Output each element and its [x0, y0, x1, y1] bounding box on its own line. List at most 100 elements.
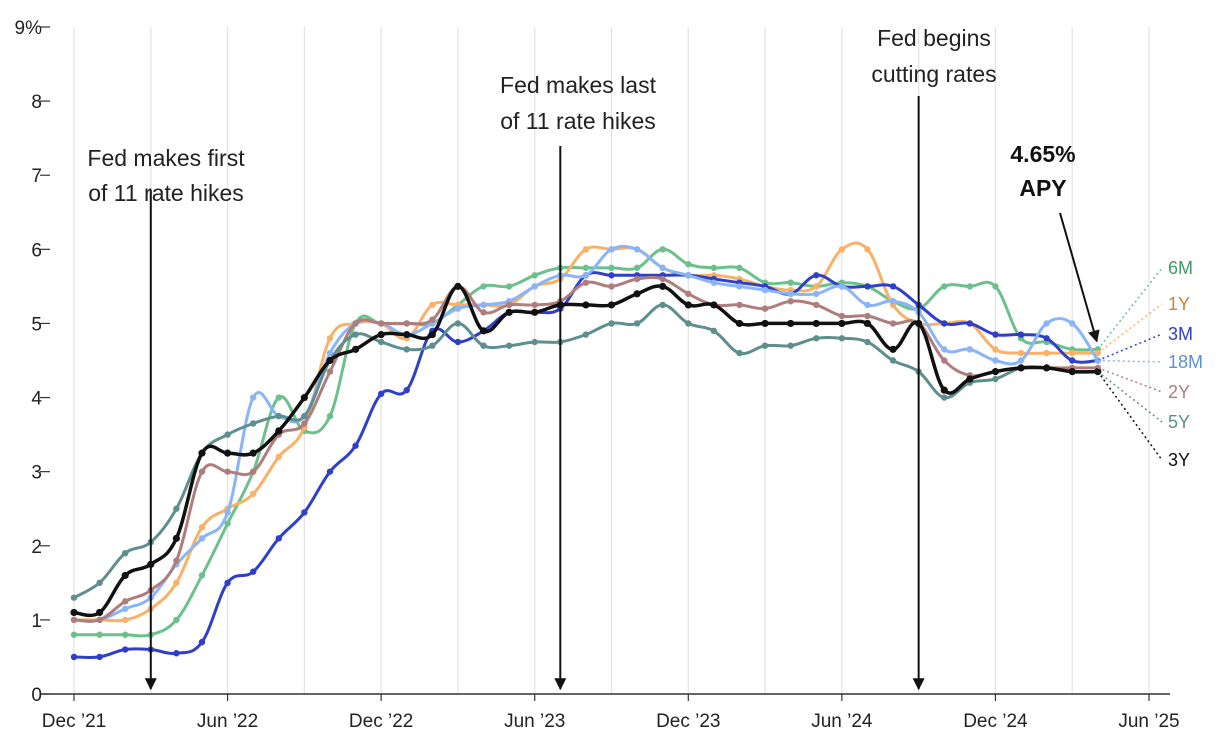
y-tick-label: 1: [31, 611, 42, 632]
data-point: [301, 412, 308, 420]
data-point: [352, 320, 359, 327]
data-point: [761, 342, 769, 349]
data-point: [633, 290, 641, 298]
data-point: [224, 509, 231, 516]
data-point: [531, 308, 539, 316]
data-point: [121, 605, 129, 612]
data-point: [275, 453, 282, 461]
data-point: [70, 653, 78, 661]
data-point: [96, 631, 103, 638]
data-point: [223, 449, 232, 457]
data-point: [633, 264, 641, 272]
data-point: [736, 349, 743, 357]
x-tick-label: Dec ’22: [349, 711, 413, 732]
series-label-2y: 2Y: [1168, 382, 1190, 402]
data-point: [787, 298, 794, 305]
series-label-1y: 1Y: [1168, 294, 1190, 314]
series-layer: [70, 241, 1102, 661]
series-label-3m: 3M: [1168, 324, 1193, 344]
data-point: [1068, 368, 1076, 376]
data-point: [249, 468, 257, 475]
data-point: [96, 616, 103, 624]
data-point: [224, 520, 231, 527]
data-point: [889, 345, 897, 353]
data-point: [710, 301, 718, 309]
data-point: [582, 272, 590, 279]
data-point: [173, 616, 180, 624]
data-point: [173, 557, 180, 564]
data-point: [736, 264, 743, 272]
data-point: [608, 272, 615, 279]
data-point: [1043, 320, 1050, 327]
data-point: [352, 442, 359, 449]
data-point: [352, 331, 359, 338]
x-tick-label: Dec ’23: [656, 711, 720, 732]
data-point: [505, 301, 513, 309]
data-point: [403, 346, 410, 353]
data-point: [582, 301, 590, 309]
data-point: [966, 375, 974, 383]
data-point: [198, 535, 206, 542]
data-point: [941, 283, 948, 290]
data-point: [582, 279, 590, 286]
series-label-5y: 5Y: [1168, 412, 1190, 432]
data-point: [838, 335, 846, 342]
apy-label: APY: [1019, 175, 1066, 201]
data-point: [301, 509, 308, 516]
annotation-line-2: cutting rates: [871, 61, 996, 87]
data-point: [326, 468, 334, 475]
data-point: [864, 283, 871, 290]
data-point: [224, 579, 231, 587]
data-point: [505, 308, 513, 316]
data-point: [607, 301, 616, 309]
data-point: [633, 275, 641, 283]
x-tick-label: Dec ’24: [963, 711, 1028, 732]
data-point: [480, 309, 487, 316]
data-point: [326, 356, 334, 365]
series-labels: 6M 1Y 3M 18M 2Y 5Y 3Y: [1097, 258, 1203, 470]
data-point: [531, 272, 538, 279]
data-point: [300, 393, 308, 402]
data-point: [992, 357, 999, 364]
data-point: [377, 390, 385, 398]
series-leader: [1097, 371, 1163, 423]
data-point: [1017, 331, 1025, 338]
data-point: [249, 449, 257, 457]
data-point: [1043, 335, 1050, 342]
data-point: [121, 616, 129, 624]
data-point: [992, 346, 999, 353]
series-3y: [70, 282, 1102, 618]
data-point: [377, 338, 385, 346]
series-5y: [70, 301, 1102, 601]
data-point: [582, 331, 590, 338]
data-point: [736, 283, 743, 290]
data-point: [96, 579, 103, 587]
data-point: [173, 579, 180, 587]
data-point: [941, 346, 948, 353]
y-tick-label: 2: [31, 537, 42, 558]
data-point: [480, 283, 487, 290]
data-point: [941, 357, 948, 364]
data-point: [864, 338, 871, 346]
data-point: [403, 386, 410, 394]
data-point: [864, 312, 871, 320]
apy-callout: 4.65% APY: [1010, 141, 1100, 343]
data-point: [608, 320, 615, 327]
data-point: [761, 286, 769, 294]
annotation-line-2: of 11 rate hikes: [88, 180, 244, 206]
data-point: [659, 264, 666, 272]
data-point: [710, 327, 718, 335]
data-point: [429, 316, 436, 323]
data-point: [249, 568, 257, 575]
apy-value: 4.65%: [1010, 141, 1075, 167]
y-tick-label: 6: [31, 240, 42, 261]
series-label-3y: 3Y: [1168, 450, 1190, 470]
data-point: [1043, 364, 1051, 372]
x-tick-label: Jun ’24: [811, 711, 873, 732]
data-point: [633, 320, 641, 327]
data-point: [608, 264, 615, 272]
data-point: [838, 312, 846, 320]
series-leader: [1097, 359, 1163, 363]
